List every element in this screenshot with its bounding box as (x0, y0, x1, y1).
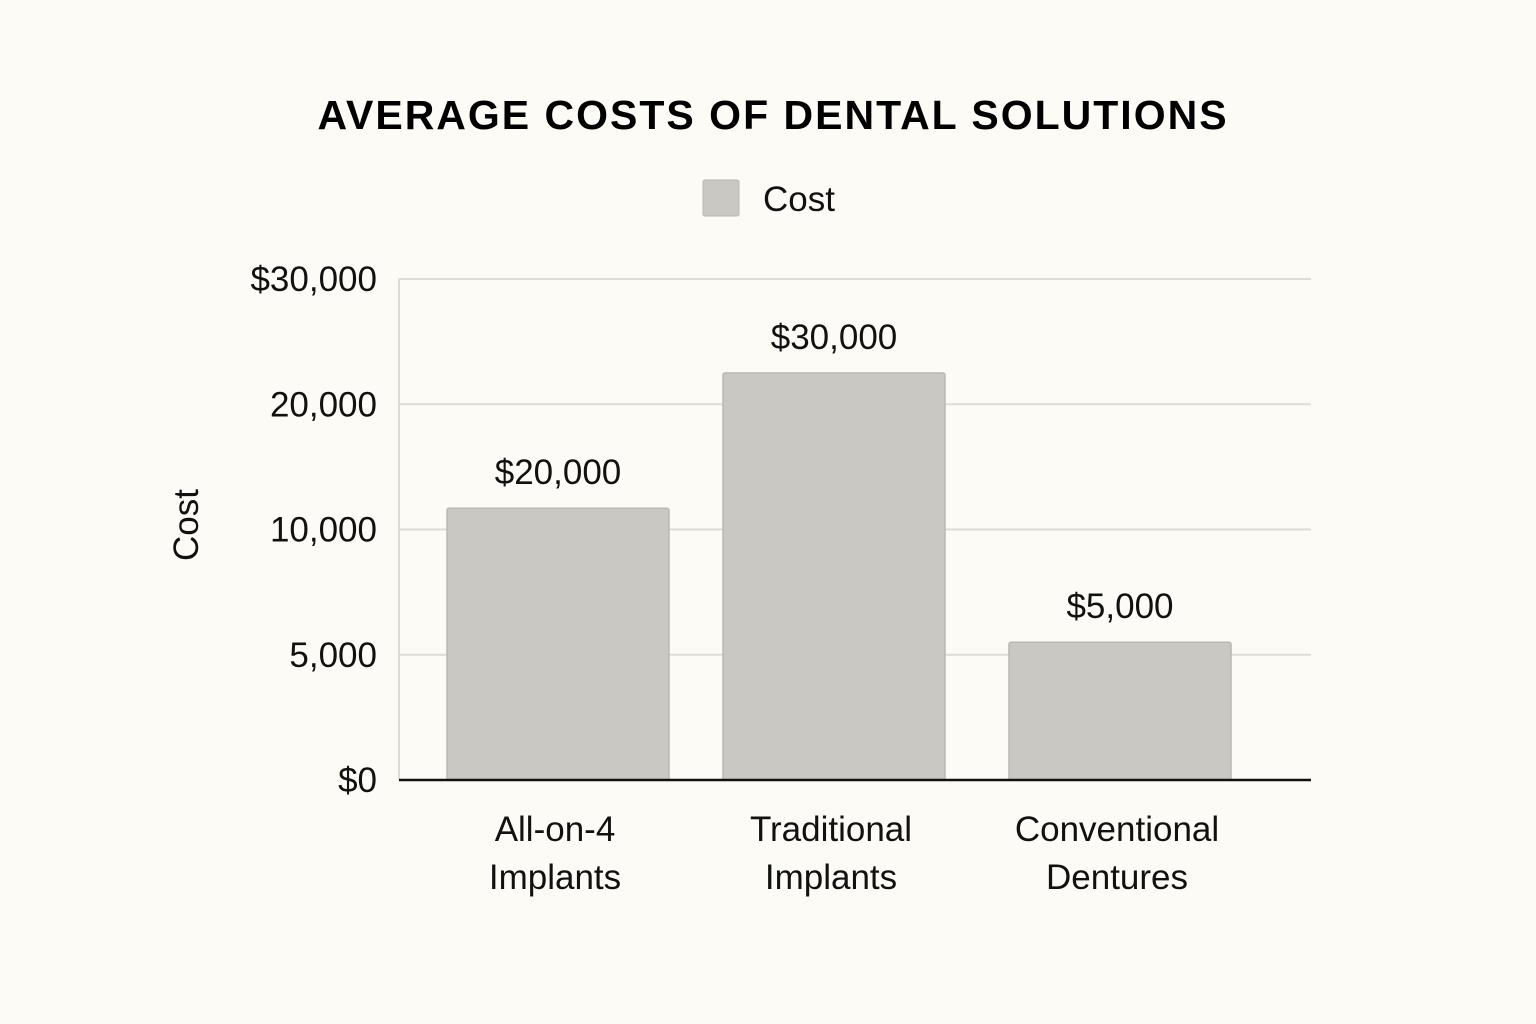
chart-title: AVERAGE COSTS OF DENTAL SOLUTIONS (317, 92, 1228, 138)
bar-value-label: $30,000 (771, 318, 898, 357)
bar-value-label: $5,000 (1066, 587, 1173, 626)
x-tick-label: Traditional (750, 810, 912, 849)
x-tick-label: Dentures (1046, 858, 1188, 897)
x-tick-label: Implants (489, 858, 621, 897)
legend: Cost (702, 179, 835, 219)
y-tick-label: 5,000 (289, 636, 377, 675)
y-tick-label: 10,000 (270, 511, 377, 550)
y-tick-label: 20,000 (270, 385, 377, 424)
x-tick-label: Implants (765, 858, 897, 897)
y-tick-label: $0 (338, 761, 377, 800)
x-tick-label: Conventional (1015, 810, 1219, 849)
legend-swatch (702, 179, 740, 217)
x-tick-label: All-on-4 (495, 810, 616, 849)
y-tick-label: $30,000 (250, 260, 377, 299)
bar (446, 507, 670, 781)
bar (1008, 641, 1232, 781)
legend-label: Cost (763, 180, 835, 219)
y-axis-label: Cost (167, 489, 206, 561)
bar (722, 372, 946, 781)
bar-value-label: $20,000 (495, 453, 622, 492)
